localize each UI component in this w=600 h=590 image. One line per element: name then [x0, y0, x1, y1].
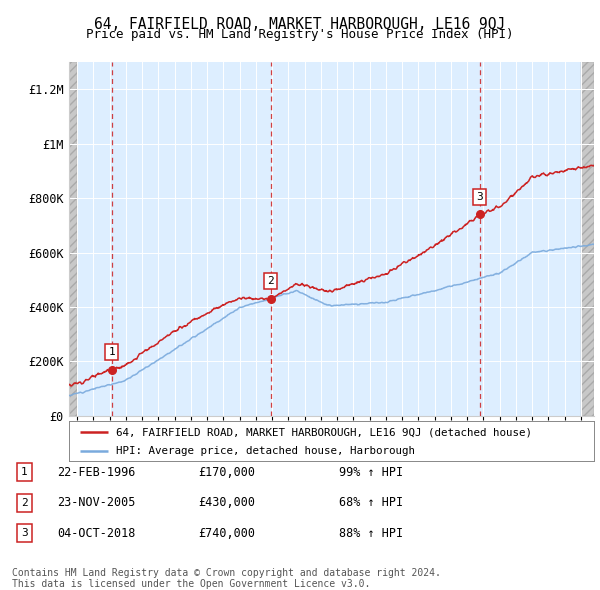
- Text: 04-OCT-2018: 04-OCT-2018: [57, 527, 136, 540]
- Bar: [69, 62, 77, 416]
- Text: 1: 1: [21, 467, 28, 477]
- Text: 3: 3: [476, 192, 483, 202]
- Text: 99% ↑ HPI: 99% ↑ HPI: [339, 466, 403, 478]
- Text: 2: 2: [267, 276, 274, 286]
- Text: Price paid vs. HM Land Registry's House Price Index (HPI): Price paid vs. HM Land Registry's House …: [86, 28, 514, 41]
- Text: 64, FAIRFIELD ROAD, MARKET HARBOROUGH, LE16 9QJ (detached house): 64, FAIRFIELD ROAD, MARKET HARBOROUGH, L…: [116, 427, 532, 437]
- Text: 68% ↑ HPI: 68% ↑ HPI: [339, 496, 403, 509]
- Text: 1: 1: [109, 347, 115, 357]
- Text: £430,000: £430,000: [198, 496, 255, 509]
- Bar: [581, 62, 594, 416]
- Text: 23-NOV-2005: 23-NOV-2005: [57, 496, 136, 509]
- Text: £740,000: £740,000: [198, 527, 255, 540]
- Bar: [69, 62, 77, 416]
- Text: 3: 3: [21, 529, 28, 538]
- Text: 2: 2: [21, 498, 28, 507]
- Text: 22-FEB-1996: 22-FEB-1996: [57, 466, 136, 478]
- Text: 64, FAIRFIELD ROAD, MARKET HARBOROUGH, LE16 9QJ: 64, FAIRFIELD ROAD, MARKET HARBOROUGH, L…: [94, 17, 506, 31]
- Bar: [581, 62, 594, 416]
- Text: Contains HM Land Registry data © Crown copyright and database right 2024.
This d: Contains HM Land Registry data © Crown c…: [12, 568, 441, 589]
- Text: £170,000: £170,000: [198, 466, 255, 478]
- Text: 88% ↑ HPI: 88% ↑ HPI: [339, 527, 403, 540]
- Text: HPI: Average price, detached house, Harborough: HPI: Average price, detached house, Harb…: [116, 447, 415, 456]
